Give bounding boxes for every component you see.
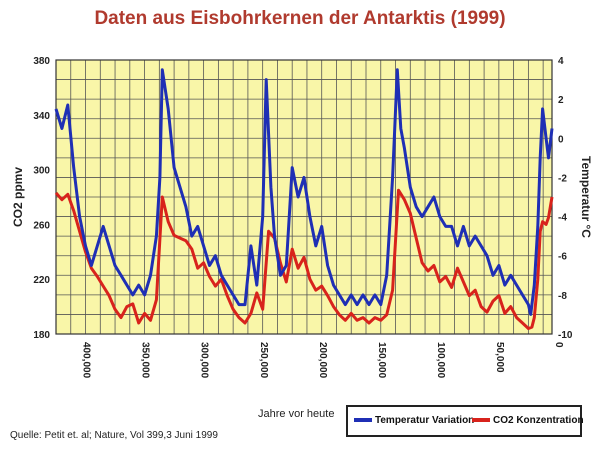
x-tick-label: 50,000 <box>494 342 505 373</box>
x-tick-label: 200,000 <box>317 342 328 379</box>
y-right-tick-label: -4 <box>558 213 567 224</box>
temperature-series-line <box>54 68 554 316</box>
y-left-tick-label: 220 <box>33 275 50 286</box>
legend-label-co2: CO2 Konzentration <box>493 415 584 426</box>
y-right-tick-label: -10 <box>558 330 573 341</box>
y-right-tick-label: 0 <box>558 134 564 145</box>
x-tick-label: 400,000 <box>81 342 92 379</box>
x-tick-label: 150,000 <box>376 342 387 379</box>
y-right-tick-label: 2 <box>558 95 564 106</box>
y-right-tick-label: -6 <box>558 252 567 263</box>
chart-title: Daten aus Eisbohrkernen der Antarktis (1… <box>94 8 506 29</box>
x-axis-label: Jahre vor heute <box>258 408 335 420</box>
x-tick-label: 100,000 <box>435 342 446 379</box>
y-left-tick-label: 380 <box>33 56 50 67</box>
y-left-tick-label: 340 <box>33 111 50 122</box>
source-citation: Quelle: Petit et. al; Nature, Vol 399,3 … <box>10 430 218 441</box>
x-tick-label: 300,000 <box>199 342 210 379</box>
chart-legend: Temperatur Variation CO2 Konzentration <box>346 405 584 437</box>
y-left-axis-label: CO2 ppmv <box>11 167 25 227</box>
legend-item-co2: CO2 Konzentration <box>472 415 584 426</box>
y-left-tick-label: 180 <box>33 330 50 341</box>
legend-swatch-temperature <box>354 418 372 423</box>
x-tick-label: 0 <box>553 342 564 348</box>
legend-item-temperature: Temperatur Variation <box>354 415 474 426</box>
y-right-tick-label: -2 <box>558 173 567 184</box>
legend-swatch-co2 <box>472 418 490 423</box>
y-right-tick-label: 4 <box>558 56 564 67</box>
y-left-tick-label: 260 <box>33 220 50 231</box>
x-tick-label: 350,000 <box>140 342 151 379</box>
y-right-axis-label: Temperatur °C <box>579 156 593 238</box>
x-tick-label: 250,000 <box>258 342 269 379</box>
co2-series-line <box>54 188 554 330</box>
y-right-tick-label: -8 <box>558 291 567 302</box>
legend-label-temperature: Temperatur Variation <box>375 415 475 426</box>
y-left-tick-label: 300 <box>33 166 50 177</box>
